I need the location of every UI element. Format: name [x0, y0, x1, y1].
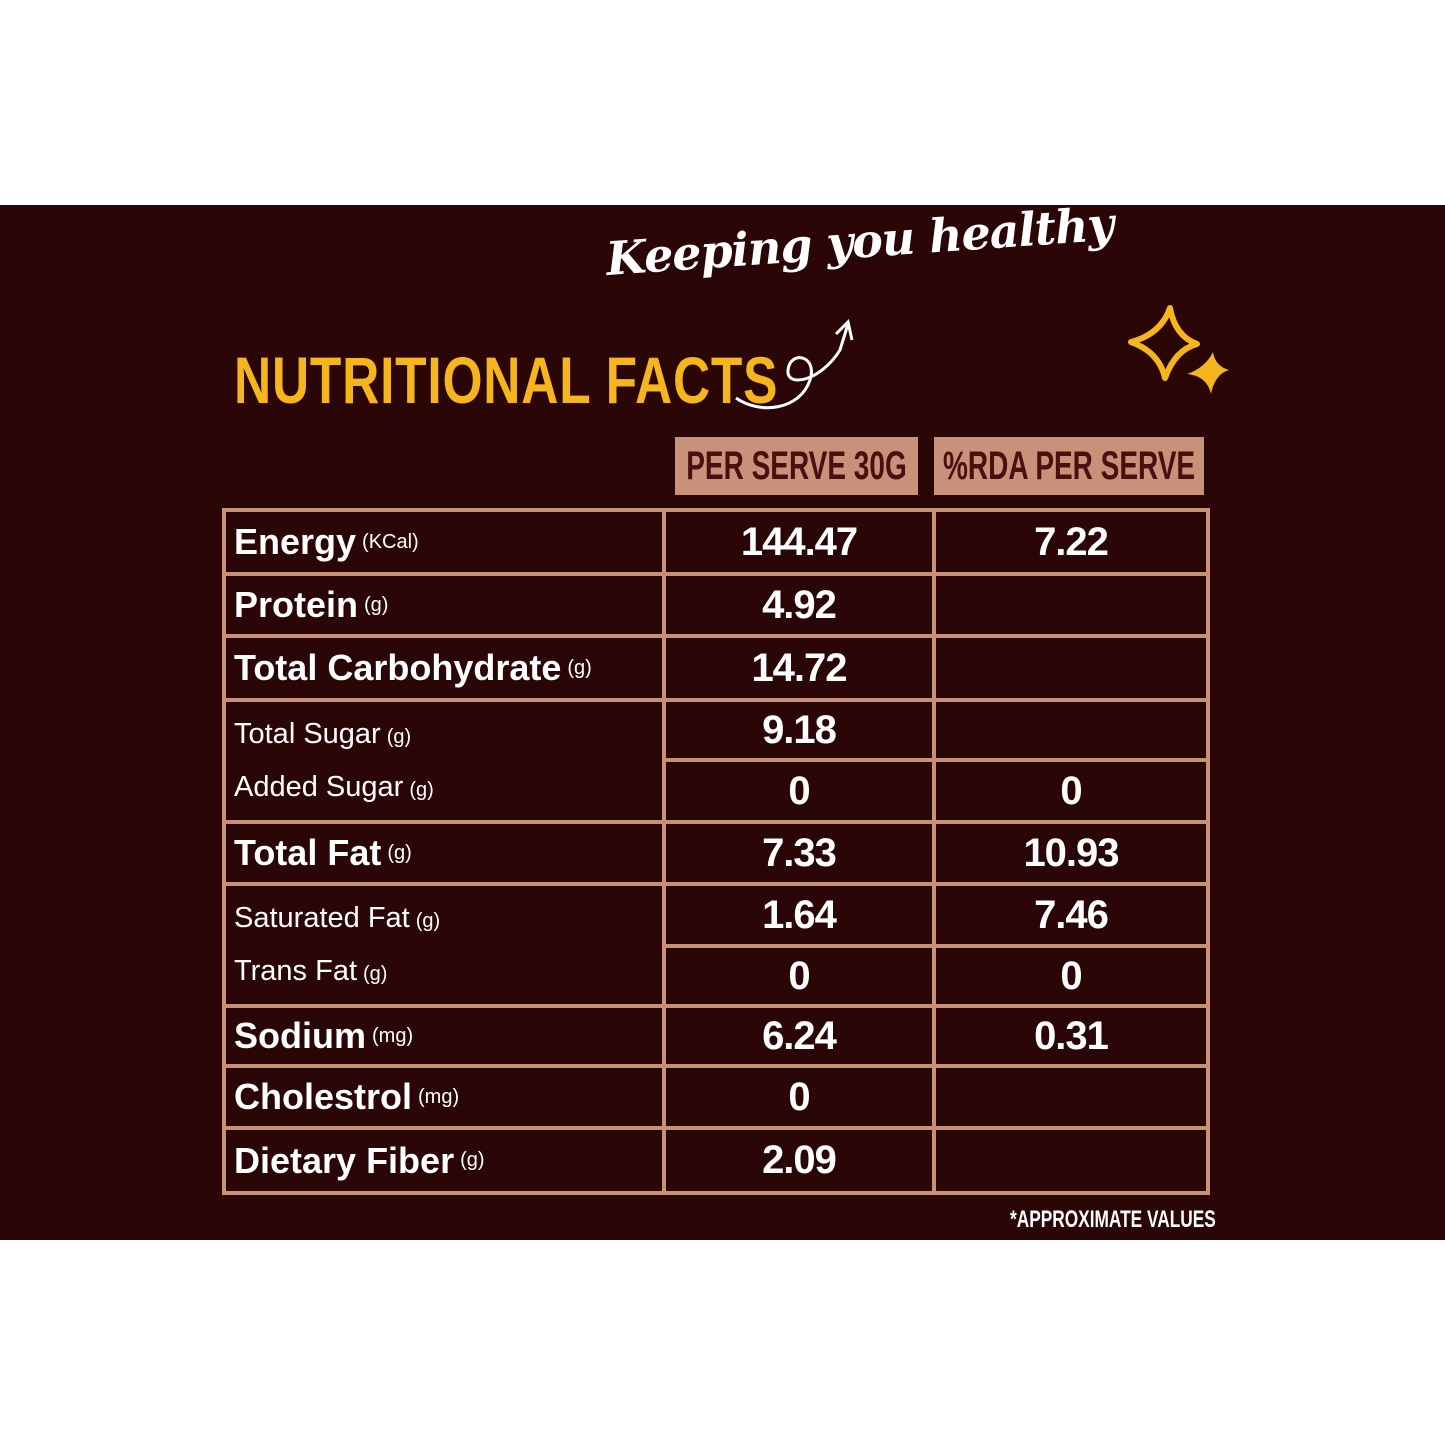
curly-arrow-icon: [735, 319, 854, 410]
row-label-energy: Energy (KCal): [226, 512, 662, 572]
column-header-per-serve: PER SERVE 30G: [675, 437, 918, 495]
sat-fat-serve: 1.64: [666, 886, 932, 944]
row-label-fat: Total Fat (g): [226, 824, 662, 882]
nutrition-table: Energy (KCal) 144.47 7.22 Protein (g) 4.92…: [222, 508, 1210, 1195]
protein-serve: 4.92: [666, 576, 932, 634]
fat-serve: 7.33: [666, 824, 932, 882]
cholesterol-serve: 0: [666, 1068, 932, 1126]
trans-fat-serve: 0: [666, 948, 932, 1004]
row-label-cholesterol: Cholestrol (mg): [226, 1068, 662, 1126]
protein-rda: [936, 576, 1206, 634]
fiber-serve: 2.09: [666, 1130, 932, 1191]
sugar-rda: [936, 702, 1206, 758]
energy-serve: 144.47: [666, 512, 932, 572]
added-sugar-rda: 0: [936, 762, 1206, 820]
fat-rda: 10.93: [936, 824, 1206, 882]
fiber-rda: [936, 1130, 1206, 1191]
row-label-sugars: Total Sugar (g) Added Sugar (g): [226, 702, 662, 820]
trans-fat-rda: 0: [936, 948, 1206, 1004]
page-title: NUTRITIONAL FACTS: [234, 343, 779, 417]
sat-fat-rda: 7.46: [936, 886, 1206, 944]
row-label-fiber: Dietary Fiber (g): [226, 1130, 662, 1191]
sugar-serve: 9.18: [666, 702, 932, 758]
added-sugar-serve: 0: [666, 762, 932, 820]
label-added-sugar: Added Sugar (g): [234, 771, 434, 803]
carb-rda: [936, 638, 1206, 698]
row-label-carb: Total Carbohydrate (g): [226, 638, 662, 698]
energy-rda: 7.22: [936, 512, 1206, 572]
label-trans-fat: Trans Fat (g): [234, 955, 388, 987]
cholesterol-rda: [936, 1068, 1206, 1126]
label-saturated-fat: Saturated Fat (g): [234, 902, 441, 934]
sparkle-stars-icon: [1128, 305, 1229, 394]
column-header-rda: %RDA PER SERVE: [934, 437, 1204, 495]
carb-serve: 14.72: [666, 638, 932, 698]
sodium-rda: 0.31: [936, 1008, 1206, 1064]
row-label-sodium: Sodium (mg): [226, 1008, 662, 1064]
sodium-serve: 6.24: [666, 1008, 932, 1064]
row-label-fats: Saturated Fat (g) Trans Fat (g): [226, 886, 662, 1004]
footnote: *APPROXIMATE VALUES: [1010, 1206, 1216, 1233]
row-label-protein: Protein (g): [226, 576, 662, 634]
label-total-sugar: Total Sugar (g): [234, 718, 412, 750]
